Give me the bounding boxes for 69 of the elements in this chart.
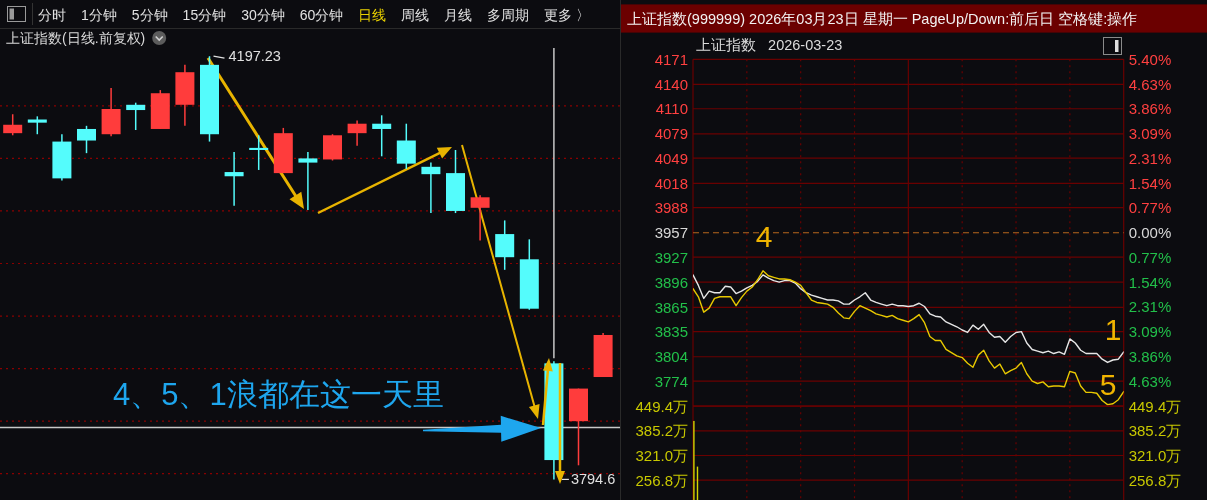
annotation: 4 xyxy=(755,219,773,253)
text: 日线 xyxy=(358,7,387,23)
candlestick xyxy=(347,119,367,147)
y-tick-label: 3804 xyxy=(654,348,688,366)
y-tick-label: 4049 xyxy=(654,149,688,167)
y2-tick-label: 3.86% xyxy=(1128,100,1172,118)
text: 15分钟 xyxy=(182,7,227,23)
y2-tick-label: 0.77% xyxy=(1128,199,1172,217)
text: 1分钟 xyxy=(81,7,117,23)
text: 周线 xyxy=(401,7,430,23)
y-tick-label: 4079 xyxy=(654,125,688,143)
y-tick-label: 3896 xyxy=(654,273,688,291)
y-tick-label: 3957 xyxy=(654,224,688,242)
y2-tick-label: 5.40% xyxy=(1128,50,1172,68)
candlestick xyxy=(3,113,23,137)
y2-tick-label: 385.2万 xyxy=(1128,422,1182,440)
y2-tick-label: 256.8万 xyxy=(1128,471,1182,489)
y2-tick-label: 2.31% xyxy=(1128,149,1172,167)
text: 更多 〉 xyxy=(544,7,591,23)
y-tick-label: 321.0万 xyxy=(635,446,688,464)
y-tick-label: 3988 xyxy=(654,199,688,217)
y-tick-label: 3927 xyxy=(654,248,688,266)
annotation: 4197.23 xyxy=(228,48,281,65)
annotation: 5 xyxy=(1099,367,1117,401)
text: 60分钟 xyxy=(299,7,344,23)
y-tick-label: 4018 xyxy=(654,174,688,192)
candlestick xyxy=(495,219,515,271)
candlestick xyxy=(249,134,269,171)
text: 多周期 xyxy=(487,7,530,23)
candlestick xyxy=(470,194,490,242)
y-tick-label: 4110 xyxy=(655,100,688,118)
text: 5分钟 xyxy=(131,7,168,23)
chart-title: 上证指数(日线.前复权) xyxy=(6,30,146,46)
annotation: 1 xyxy=(1104,312,1122,346)
y2-tick-label: 1.54% xyxy=(1128,174,1172,192)
candlestick xyxy=(224,151,244,207)
y2-tick-label: 321.0万 xyxy=(1128,446,1182,464)
y-tick-label: 4140 xyxy=(654,75,688,93)
y2-tick-label: 4.63% xyxy=(1128,372,1172,390)
y-tick-label: 4171 xyxy=(654,50,688,68)
candlestick xyxy=(126,101,146,131)
candlestick xyxy=(298,151,318,211)
y-tick-label: 449.4万 xyxy=(635,397,688,415)
text: 30分钟 xyxy=(241,7,285,23)
chart-subtitle: 上证指数 2026-03-23 xyxy=(696,37,843,53)
y-tick-label: 256.8万 xyxy=(635,471,688,489)
y-tick-label: 3865 xyxy=(654,298,688,316)
y-tick-label: 3835 xyxy=(654,323,688,341)
candlestick xyxy=(421,161,441,214)
y-tick-label: 385.2万 xyxy=(635,422,688,440)
line-series xyxy=(693,274,1124,364)
y2-tick-label: 2.31% xyxy=(1128,298,1172,316)
y-tick-label: 3774 xyxy=(654,372,688,390)
y2-tick-label: 3.86% xyxy=(1128,347,1172,365)
y2-tick-label: 449.4万 xyxy=(1128,397,1182,415)
candlestick xyxy=(77,125,96,154)
annotation: 3794.6 xyxy=(570,471,616,488)
y2-tick-label: 0.77% xyxy=(1128,248,1172,266)
candlestick xyxy=(372,114,392,158)
annotation: 4、5、1浪都在这一天里 xyxy=(113,377,444,412)
text: 分时 xyxy=(38,7,66,23)
y2-tick-label: 3.09% xyxy=(1128,323,1172,341)
y2-tick-label: 1.54% xyxy=(1128,273,1172,291)
text: 月线 xyxy=(444,7,473,23)
y2-tick-label: 4.63% xyxy=(1128,75,1172,93)
y2-tick-label: 3.09% xyxy=(1128,124,1172,142)
y2-tick-label: 0.00% xyxy=(1128,224,1172,242)
candlestick xyxy=(396,122,416,170)
chart-title: 上证指数(999999) 2026年03月23日 星期一 PageUp/Down:前后日 空格键:操作 xyxy=(627,11,1138,27)
